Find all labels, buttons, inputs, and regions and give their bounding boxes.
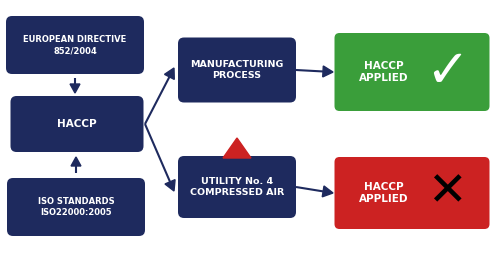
Text: ISO STANDARDS
ISO22000:2005: ISO STANDARDS ISO22000:2005 xyxy=(38,197,115,217)
Polygon shape xyxy=(164,68,174,80)
FancyBboxPatch shape xyxy=(178,156,296,218)
FancyBboxPatch shape xyxy=(334,33,490,111)
Text: UTILITY No. 4
COMPRESSED AIR: UTILITY No. 4 COMPRESSED AIR xyxy=(190,177,284,197)
Polygon shape xyxy=(322,186,333,197)
Text: ✕: ✕ xyxy=(427,170,467,215)
Text: ✓: ✓ xyxy=(425,46,469,98)
Polygon shape xyxy=(71,157,81,166)
Polygon shape xyxy=(70,84,80,93)
Text: EUROPEAN DIRECTIVE
852/2004: EUROPEAN DIRECTIVE 852/2004 xyxy=(24,35,127,55)
FancyBboxPatch shape xyxy=(7,178,145,236)
Text: HACCP
APPLIED: HACCP APPLIED xyxy=(359,182,409,204)
Polygon shape xyxy=(322,66,333,77)
Text: HACCP
APPLIED: HACCP APPLIED xyxy=(359,61,409,83)
FancyBboxPatch shape xyxy=(10,96,143,152)
FancyBboxPatch shape xyxy=(6,16,144,74)
Polygon shape xyxy=(165,180,175,191)
Text: HACCP: HACCP xyxy=(57,119,97,129)
FancyBboxPatch shape xyxy=(178,38,296,103)
FancyBboxPatch shape xyxy=(334,157,490,229)
Text: MANUFACTURING
PROCESS: MANUFACTURING PROCESS xyxy=(190,60,284,80)
Polygon shape xyxy=(223,138,251,158)
